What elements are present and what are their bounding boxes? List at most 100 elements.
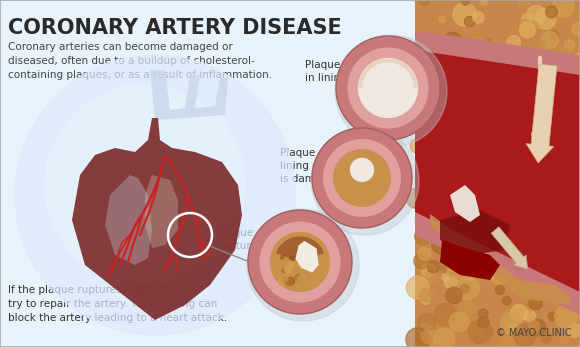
Polygon shape [72,118,242,320]
Circle shape [546,6,557,18]
Circle shape [421,296,430,304]
Wedge shape [358,58,418,88]
Circle shape [416,100,423,107]
Circle shape [284,261,294,271]
Circle shape [428,335,439,346]
Polygon shape [415,0,580,347]
Circle shape [421,330,435,344]
Circle shape [534,60,546,71]
Circle shape [427,67,448,87]
Text: Coronary arteries can become damaged or
diseased, often due to a buildup of chol: Coronary arteries can become damaged or … [8,42,272,80]
Circle shape [487,197,497,207]
Circle shape [568,324,580,337]
FancyArrow shape [491,227,528,269]
Circle shape [529,288,538,297]
Circle shape [572,23,580,36]
Circle shape [513,323,536,346]
Circle shape [15,55,295,335]
Circle shape [496,147,514,166]
Polygon shape [430,214,570,305]
Circle shape [495,62,506,74]
Circle shape [296,259,300,264]
Circle shape [317,248,323,254]
Circle shape [477,127,491,140]
Polygon shape [105,175,152,265]
Text: Plaque forms
in lining of artery: Plaque forms in lining of artery [305,60,395,83]
Circle shape [490,140,511,162]
Circle shape [427,261,440,273]
Circle shape [528,273,540,285]
Circle shape [484,327,494,336]
Circle shape [484,127,499,142]
Circle shape [527,79,533,86]
Circle shape [519,0,529,10]
Circle shape [453,3,477,26]
Circle shape [414,122,421,129]
Circle shape [495,286,505,295]
Circle shape [470,159,483,172]
Circle shape [500,336,515,347]
Polygon shape [440,240,500,280]
Circle shape [495,144,509,158]
Circle shape [563,149,575,162]
Polygon shape [415,48,580,295]
Circle shape [478,171,485,178]
Wedge shape [276,236,324,262]
Circle shape [358,58,418,118]
Circle shape [478,309,488,318]
Circle shape [521,140,534,153]
Circle shape [444,275,458,288]
Circle shape [433,180,447,194]
Circle shape [282,268,287,273]
Circle shape [415,228,432,245]
Circle shape [485,210,495,220]
Circle shape [471,44,488,62]
Circle shape [456,276,480,299]
Circle shape [430,228,444,243]
Text: Plaque
ruptures: Plaque ruptures [218,228,262,251]
Circle shape [508,116,521,129]
Circle shape [484,166,495,177]
Circle shape [442,273,450,281]
Circle shape [502,105,525,129]
Circle shape [281,276,288,282]
Circle shape [446,287,462,304]
Circle shape [467,274,481,288]
Circle shape [498,240,513,256]
Circle shape [481,38,492,49]
Circle shape [529,296,542,310]
Circle shape [333,149,391,207]
Circle shape [520,158,530,167]
Circle shape [529,319,546,336]
Circle shape [524,109,538,124]
Circle shape [473,12,484,23]
Polygon shape [415,212,580,315]
Circle shape [521,14,533,25]
Circle shape [420,288,434,302]
Circle shape [539,182,553,196]
Circle shape [434,304,456,326]
Circle shape [461,0,469,5]
Circle shape [530,21,539,31]
Circle shape [461,285,469,293]
Circle shape [498,231,521,254]
Circle shape [520,52,532,64]
Circle shape [434,328,455,347]
Circle shape [465,16,475,27]
Text: Plaque grows,
lining of artery
is damaged: Plaque grows, lining of artery is damage… [280,148,357,184]
Circle shape [507,209,520,223]
Polygon shape [450,185,480,222]
Circle shape [509,49,525,65]
Circle shape [455,312,469,325]
Circle shape [485,111,500,125]
Circle shape [311,127,419,235]
Circle shape [471,189,488,207]
Circle shape [469,176,491,198]
Circle shape [541,83,553,95]
Circle shape [551,85,571,105]
Circle shape [554,305,578,328]
Circle shape [433,220,457,243]
Circle shape [467,176,488,197]
Circle shape [480,0,487,5]
Circle shape [558,115,577,134]
